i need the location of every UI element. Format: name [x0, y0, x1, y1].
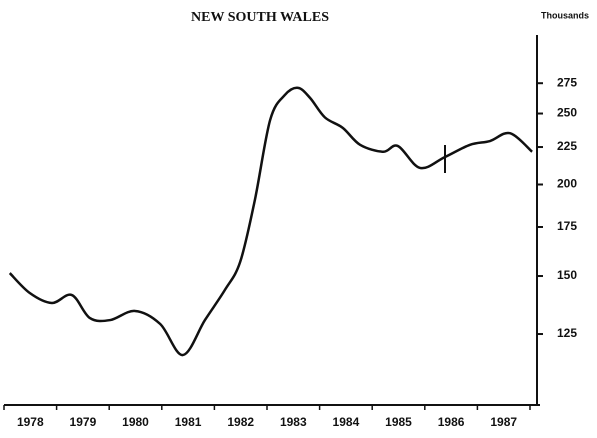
- y-tick-label: 250: [557, 106, 577, 120]
- x-tick-label: 1986: [438, 415, 465, 429]
- chart-title: NEW SOUTH WALES: [191, 10, 329, 25]
- x-tick-label: 1987: [490, 415, 517, 429]
- x-tick-label: 1981: [175, 415, 202, 429]
- x-tick-label: 1983: [280, 415, 307, 429]
- x-tick-label: 1978: [17, 415, 44, 429]
- y-tick-label: 200: [557, 177, 577, 191]
- y-tick-label: 225: [557, 139, 577, 153]
- x-tick-label: 1982: [227, 415, 254, 429]
- y-axis-label: Thousands: [541, 10, 589, 20]
- y-tick-label: 175: [557, 219, 577, 233]
- y-tick-label: 275: [557, 75, 577, 89]
- y-tick-label: 125: [557, 326, 577, 340]
- x-tick-label: 1985: [385, 415, 412, 429]
- y-tick-label: 150: [557, 268, 577, 282]
- x-tick-label: 1984: [333, 415, 360, 429]
- line: [8, 86, 533, 357]
- x-tick-label: 1979: [70, 415, 97, 429]
- x-tick-label: 1980: [122, 415, 149, 429]
